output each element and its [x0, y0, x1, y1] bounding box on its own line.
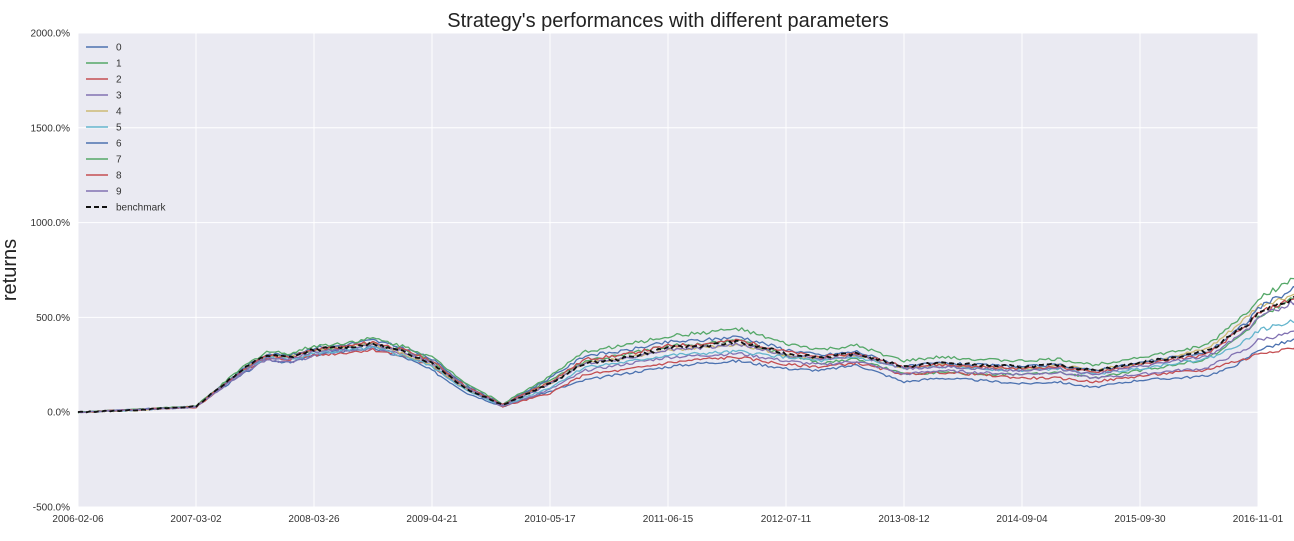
legend-label-benchmark: benchmark	[116, 203, 166, 214]
chart-title: Strategy's performances with different p…	[447, 10, 888, 32]
legend-label-2: 2	[116, 75, 122, 86]
legend-label-5: 5	[116, 123, 122, 134]
x-tick-label-1: 2007-03-02	[170, 514, 222, 525]
series-line-8	[77, 297, 1294, 414]
series-line-5	[77, 319, 1294, 413]
x-tick-label-9: 2015-09-30	[1114, 514, 1166, 525]
series-line-7	[77, 277, 1294, 414]
x-tick-label-10: 2016-11-01	[1233, 514, 1284, 525]
legend-label-0: 0	[116, 43, 122, 54]
y-axis-ticks: -500.0% 0.0% 500.0% 1000.0% 1500.0% 2000.0%	[31, 29, 71, 514]
x-tick-label-6: 2012-07-11	[761, 514, 812, 525]
legend: 0 1 2 3 4 5 6 7 8 9 benchmark	[86, 43, 166, 214]
grid-lines	[77, 32, 1259, 508]
y-tick-label-0: -500.0%	[33, 503, 70, 514]
legend-label-9: 9	[116, 187, 122, 198]
x-tick-label-4: 2010-05-17	[524, 514, 576, 525]
y-tick-label-5: 2000.0%	[31, 29, 71, 40]
x-axis-ticks: 2006-02-06 2007-03-02 2008-03-26 2009-04-21…	[52, 514, 1283, 525]
x-tick-label-5: 2011-06-15	[643, 514, 694, 525]
x-tick-label-2: 2008-03-26	[288, 514, 340, 525]
legend-label-3: 3	[116, 91, 122, 102]
x-tick-label-3: 2009-04-21	[406, 514, 458, 525]
legend-label-4: 4	[116, 107, 122, 118]
series-line-9	[77, 300, 1294, 414]
series-line-benchmark	[77, 295, 1294, 414]
legend-label-7: 7	[116, 155, 122, 166]
legend-label-6: 6	[116, 139, 122, 150]
legend-label-8: 8	[116, 171, 122, 182]
y-axis-label: returns	[0, 239, 21, 301]
y-tick-label-3: 1000.0%	[31, 218, 71, 229]
series-lines	[77, 277, 1294, 414]
x-tick-label-8: 2014-09-04	[996, 514, 1048, 525]
series-line-0	[77, 338, 1294, 414]
x-tick-label-0: 2006-02-06	[52, 514, 104, 525]
y-tick-label-2: 500.0%	[36, 313, 70, 324]
x-tick-label-7: 2013-08-12	[878, 514, 930, 525]
series-line-6	[77, 285, 1294, 414]
legend-label-1: 1	[116, 59, 122, 70]
y-tick-label-1: 0.0%	[47, 408, 70, 419]
y-tick-label-4: 1500.0%	[31, 123, 71, 134]
